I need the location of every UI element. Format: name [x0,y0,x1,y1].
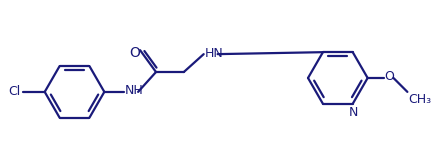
Text: NH: NH [125,84,144,97]
Text: Cl: Cl [9,85,21,98]
Text: N: N [349,106,358,119]
Text: HN: HN [204,47,223,60]
Text: O: O [385,70,395,84]
Text: O: O [129,46,140,60]
Text: CH₃: CH₃ [409,93,432,106]
